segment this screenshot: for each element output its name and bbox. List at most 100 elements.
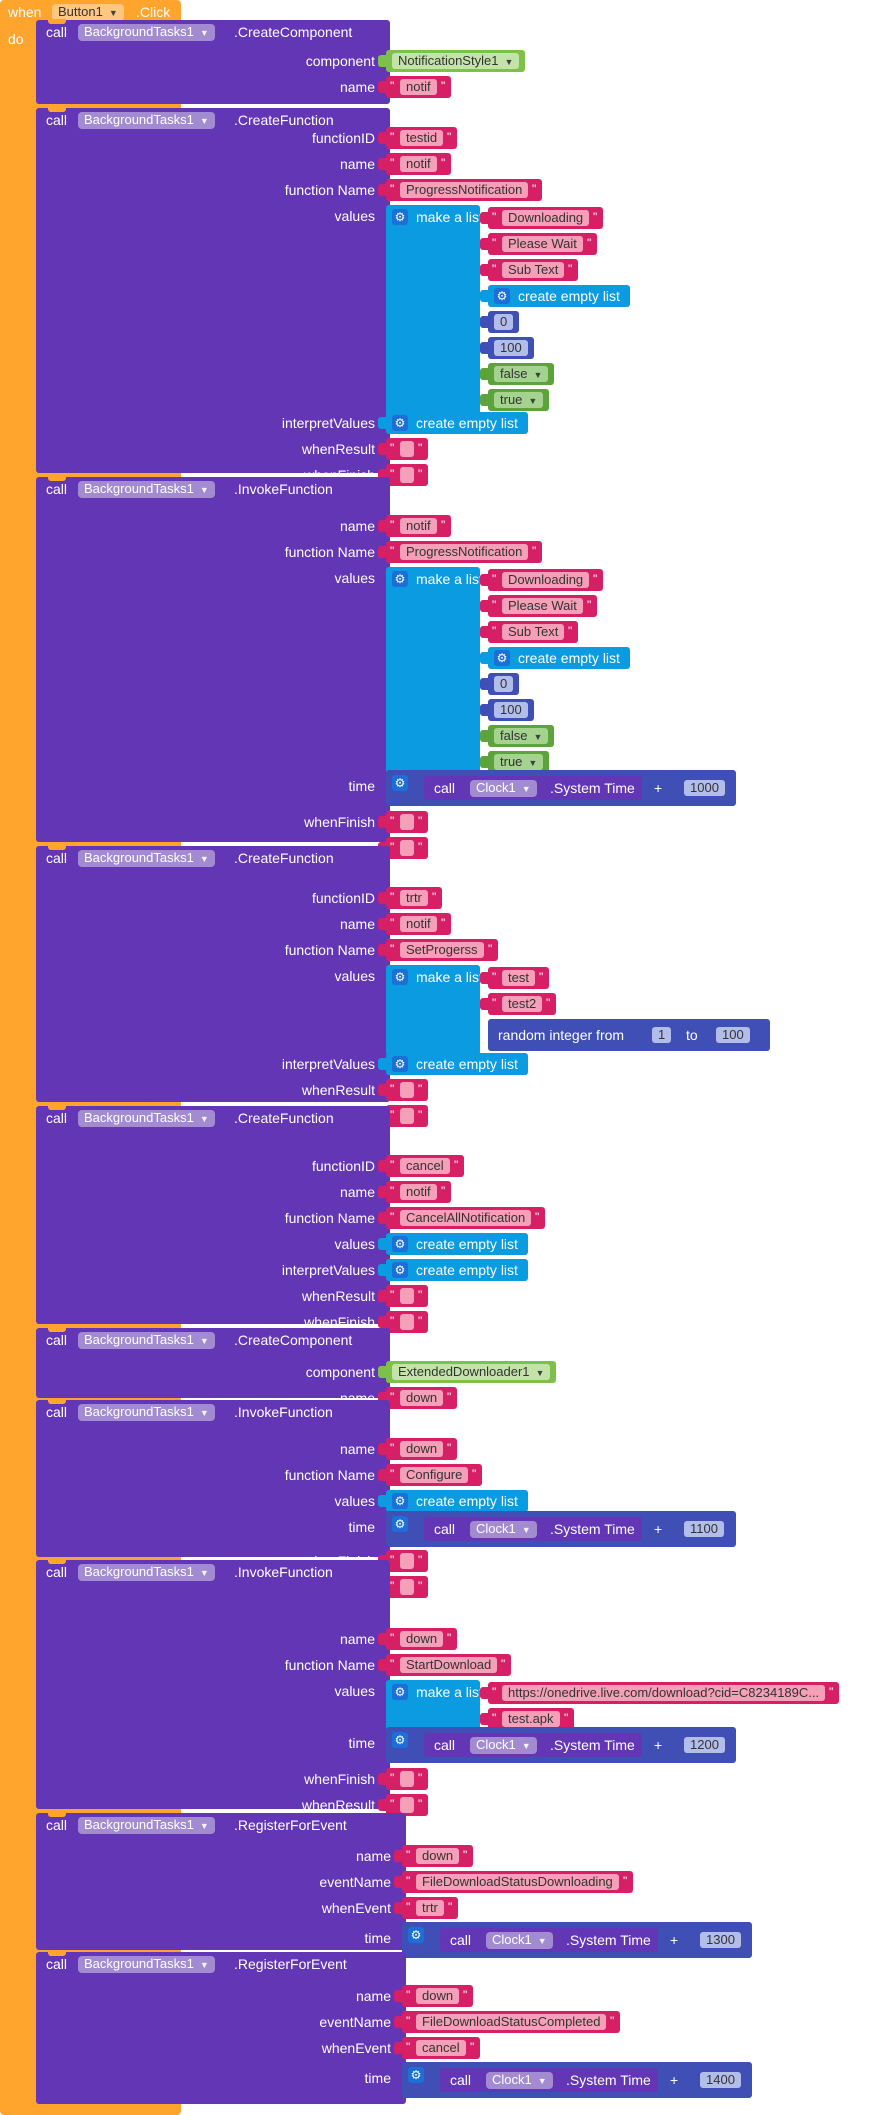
component-dropdown[interactable]: BackgroundTasks1 ▼ — [78, 24, 215, 41]
string-block[interactable]: " StartDownload " — [378, 1654, 511, 1676]
make-a-list-block[interactable]: ⚙ make a list — [386, 965, 483, 1055]
string-value[interactable]: down — [400, 1390, 444, 1406]
gear-icon[interactable]: ⚙ — [408, 2067, 424, 2083]
string-block[interactable]: " " — [378, 1794, 428, 1816]
string-value[interactable]: testid — [400, 130, 444, 146]
clock-dropdown[interactable]: Clock1 ▼ — [486, 2072, 553, 2089]
clock-dropdown[interactable]: Clock1 ▼ — [486, 1932, 553, 1949]
string-block[interactable]: " SetProgerss " — [378, 939, 498, 961]
string-block[interactable]: " " — [378, 1576, 428, 1598]
event-component-dropdown[interactable]: Button1 ▼ — [52, 4, 124, 21]
gear-icon[interactable]: ⚙ — [392, 1056, 408, 1072]
clock-system-time-call[interactable]: call Clock1 ▼ .System Time — [440, 1928, 658, 1952]
clock-dropdown[interactable]: Clock1 ▼ — [470, 780, 537, 797]
string-value[interactable]: Please Wait — [502, 236, 583, 252]
string-value[interactable]: down — [400, 1631, 444, 1647]
string-value[interactable] — [400, 467, 414, 483]
string-block[interactable]: " down " — [378, 1628, 457, 1650]
random-integer-block[interactable]: random integer from 1 to 100 — [488, 1019, 770, 1051]
string-block[interactable]: " " — [378, 1311, 428, 1333]
number-value[interactable]: 1 — [652, 1027, 672, 1043]
string-value[interactable]: trtr — [400, 890, 428, 906]
call-block[interactable]: call BackgroundTasks1 ▼ .RegisterForEvent na… — [36, 1951, 406, 2104]
string-value[interactable] — [400, 814, 414, 830]
component-dropdown[interactable]: BackgroundTasks1 ▼ — [78, 1110, 215, 1127]
number-block[interactable]: 100 — [480, 337, 534, 359]
number-value[interactable]: 100 — [494, 702, 528, 718]
string-value[interactable]: down — [416, 1848, 460, 1864]
string-block[interactable]: " FileDownloadStatusDownloading " — [394, 1871, 633, 1893]
clock-dropdown[interactable]: Clock1 ▼ — [470, 1737, 537, 1754]
component-dropdown[interactable]: BackgroundTasks1 ▼ — [78, 1817, 215, 1834]
string-block[interactable]: " down " — [378, 1387, 457, 1409]
string-value[interactable]: trtr — [416, 1900, 444, 1916]
string-value[interactable]: Downloading — [502, 572, 590, 588]
gear-icon[interactable]: ⚙ — [392, 1684, 408, 1700]
string-block[interactable]: " cancel " — [378, 1155, 464, 1177]
string-block[interactable]: " trtr " — [378, 887, 442, 909]
number-block[interactable]: 0 — [480, 673, 519, 695]
component-dropdown[interactable]: BackgroundTasks1 ▼ — [78, 1404, 215, 1421]
call-block[interactable]: call BackgroundTasks1 ▼ .RegisterForEvent na… — [36, 1812, 406, 1950]
clock-system-time-call[interactable]: call Clock1 ▼ .System Time — [440, 2068, 658, 2092]
number-value[interactable]: 1400 — [700, 2072, 741, 2088]
string-value[interactable]: down — [400, 1441, 444, 1457]
create-empty-list-block[interactable]: ⚙ create empty list — [480, 647, 630, 669]
string-block[interactable]: " notif " — [378, 515, 451, 537]
string-block[interactable]: " notif " — [378, 153, 451, 175]
string-value[interactable]: cancel — [416, 2040, 466, 2056]
component-block[interactable]: ExtendedDownloader1 ▼ — [378, 1361, 556, 1383]
gear-icon[interactable]: ⚙ — [392, 1732, 408, 1748]
list-item-string[interactable]: " https://onedrive.live.com/download?cid=… — [480, 1682, 839, 1704]
gear-icon[interactable]: ⚙ — [392, 1516, 408, 1532]
string-block[interactable]: " notif " — [378, 1181, 451, 1203]
component-dropdown[interactable]: BackgroundTasks1 ▼ — [78, 1564, 215, 1581]
string-value[interactable]: notif — [400, 916, 437, 932]
boolean-block[interactable]: true ▼ — [480, 389, 549, 411]
string-value[interactable] — [400, 1314, 414, 1330]
component-dropdown[interactable]: NotificationStyle1 ▼ — [392, 53, 520, 69]
string-block[interactable]: " " — [378, 837, 428, 859]
string-block[interactable]: " " — [378, 1768, 428, 1790]
string-block[interactable]: " down " — [394, 1985, 473, 2007]
list-item-string[interactable]: " test2 " — [480, 993, 556, 1015]
string-block[interactable]: " " — [378, 811, 428, 833]
math-add-block[interactable]: ⚙ call Clock1 ▼ .System Time +1200 — [386, 1727, 736, 1763]
math-add-block[interactable]: ⚙ call Clock1 ▼ .System Time +1300 — [402, 1922, 752, 1958]
string-value[interactable]: Downloading — [502, 210, 590, 226]
call-block[interactable]: call BackgroundTasks1 ▼ .CreateFunction func… — [36, 845, 390, 1124]
gear-icon[interactable]: ⚙ — [494, 288, 510, 304]
create-empty-list-block[interactable]: ⚙ create empty list — [378, 412, 528, 434]
list-item-string[interactable]: " test " — [480, 967, 549, 989]
component-dropdown[interactable]: ExtendedDownloader1 ▼ — [392, 1364, 551, 1380]
string-value[interactable] — [400, 1579, 414, 1595]
gear-icon[interactable]: ⚙ — [392, 969, 408, 985]
component-dropdown[interactable]: BackgroundTasks1 ▼ — [78, 850, 215, 867]
math-add-block[interactable]: ⚙ call Clock1 ▼ .System Time +1400 — [402, 2062, 752, 2098]
boolean-dropdown[interactable]: false ▼ — [494, 366, 549, 382]
string-value[interactable] — [400, 1108, 414, 1124]
string-block[interactable]: " cancel " — [394, 2037, 480, 2059]
string-value[interactable] — [400, 441, 414, 457]
call-block[interactable]: call BackgroundTasks1 ▼ .CreateFunction func… — [36, 107, 390, 483]
boolean-dropdown[interactable]: true ▼ — [494, 754, 544, 770]
string-block[interactable]: " " — [378, 1079, 428, 1101]
create-empty-list-block[interactable]: ⚙ create empty list — [480, 285, 630, 307]
number-block[interactable]: 1400 — [694, 2069, 747, 2091]
string-value[interactable] — [400, 1082, 414, 1098]
string-value[interactable]: ProgressNotification — [400, 544, 529, 560]
string-block[interactable]: " " — [378, 1550, 428, 1572]
number-block[interactable]: 1000 — [678, 777, 731, 799]
string-block[interactable]: " Configure " — [378, 1464, 482, 1486]
call-block[interactable]: call BackgroundTasks1 ▼ .InvokeFunction name… — [36, 1559, 390, 1813]
string-block[interactable]: " FileDownloadStatusCompleted " — [394, 2011, 620, 2033]
boolean-dropdown[interactable]: true ▼ — [494, 392, 544, 408]
boolean-block[interactable]: false ▼ — [480, 363, 554, 385]
call-block[interactable]: call BackgroundTasks1 ▼ .CreateComponent com… — [36, 19, 390, 104]
component-dropdown[interactable]: BackgroundTasks1 ▼ — [78, 481, 215, 498]
number-block[interactable]: 1300 — [694, 1929, 747, 1951]
component-dropdown[interactable]: BackgroundTasks1 ▼ — [78, 1956, 215, 1973]
string-block[interactable]: " " — [378, 438, 428, 460]
gear-icon[interactable]: ⚙ — [392, 1236, 408, 1252]
number-value[interactable]: 1300 — [700, 1932, 741, 1948]
